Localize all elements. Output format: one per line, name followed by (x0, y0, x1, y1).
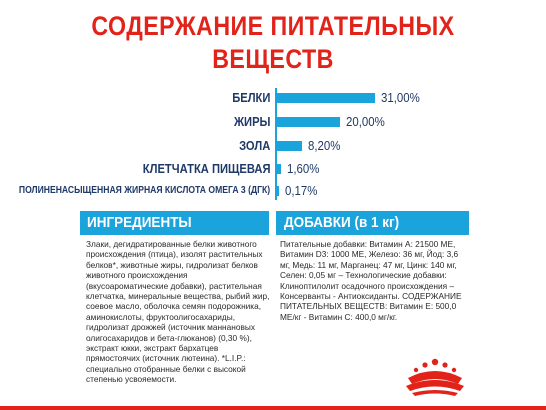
chart-bar (276, 141, 303, 151)
chart-bar (276, 186, 279, 196)
chart-row: КЛЕТЧАТКА ПИЩЕВАЯ 1,60% (0, 159, 546, 181)
chart-row: ЗОЛА 8,20% (0, 136, 546, 158)
chart-bar (276, 93, 375, 103)
page-title: СОДЕРЖАНИЕ ПИТАТЕЛЬНЫХ ВЕЩЕСТВ (38, 10, 508, 76)
chart-row: ПОЛИНЕНАСЫЩЕННАЯ ЖИРНАЯ КИСЛОТА ОМЕГА 3 … (0, 181, 546, 203)
chart-category-label: КЛЕТЧАТКА ПИЩЕВАЯ (142, 161, 270, 176)
chart-value-label: 20,00% (345, 114, 385, 129)
chart-value-label: 8,20% (308, 138, 341, 153)
ingredients-heading: ИНГРЕДИЕНТЫ (80, 211, 269, 235)
chart-category-label: ЗОЛА (238, 138, 270, 153)
chart-value-label: 31,00% (381, 90, 420, 105)
chart-row: БЕЛКИ 31,00% (0, 88, 546, 110)
chart-category-label: БЕЛКИ (231, 90, 270, 105)
bottom-accent-bar (0, 406, 546, 410)
title-line-1: СОДЕРЖАНИЕ ПИТАТЕЛЬНЫХ (91, 11, 455, 41)
chart-bar (276, 164, 282, 174)
ingredients-text: Злаки, дегидратированные белки животного… (86, 239, 270, 385)
chart-category-label: ЖИРЫ (233, 114, 270, 129)
chart-row: ЖИРЫ 20,00% (0, 112, 546, 134)
nutrient-bar-chart: БЕЛКИ 31,00% ЖИРЫ 20,00% ЗОЛА 8,20% КЛЕТЧАТКА … (0, 80, 546, 208)
additives-heading: ДОБАВКИ (в 1 кг) (276, 211, 469, 235)
chart-value-label: 1,60% (287, 161, 320, 176)
title-line-2: ВЕЩЕСТВ (212, 44, 334, 74)
chart-bar (276, 117, 340, 127)
chart-category-label: ПОЛИНЕНАСЫЩЕННАЯ ЖИРНАЯ КИСЛОТА ОМЕГА 3 … (18, 185, 270, 196)
chart-value-label: 0,17% (285, 183, 318, 198)
additives-text: Питательные добавки: Витамин А: 21500 МЕ… (280, 239, 462, 322)
royal-canin-crown-logo-icon (406, 358, 464, 396)
